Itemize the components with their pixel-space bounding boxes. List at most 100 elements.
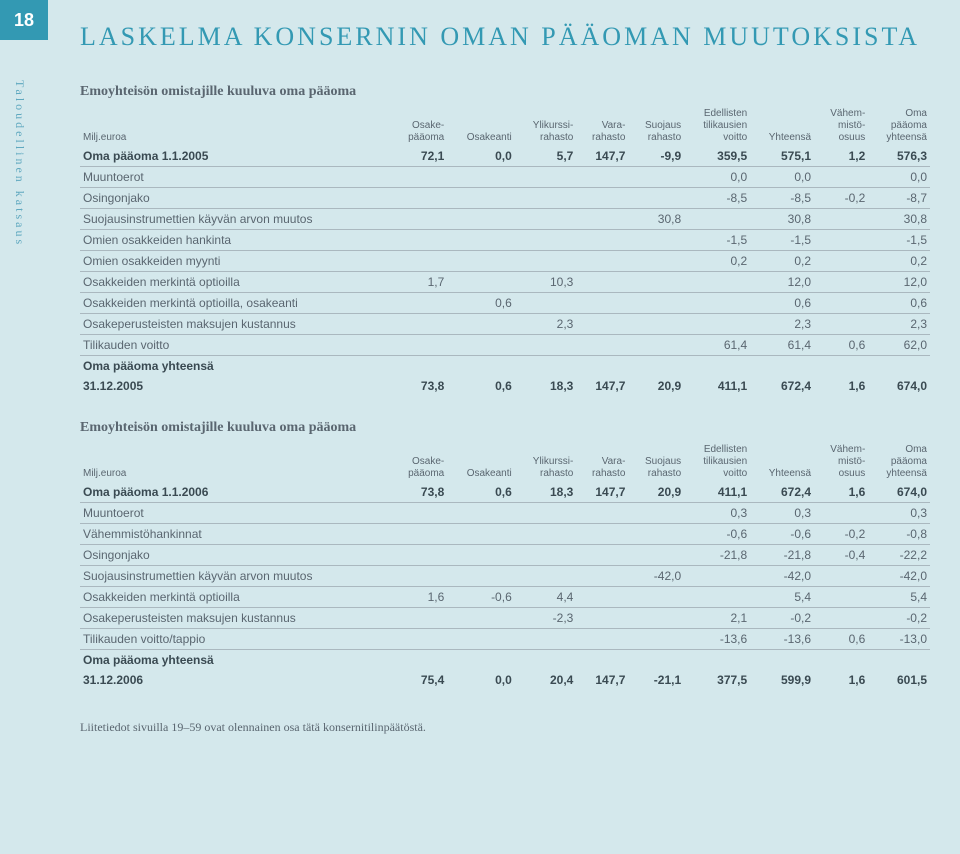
row-label: Osingonjako — [80, 544, 392, 565]
table-row: Tilikauden voitto61,461,40,662,0 — [80, 334, 930, 355]
row-label: Oma pääoma yhteensä — [80, 649, 392, 670]
cell-value: 75,4 — [392, 670, 448, 690]
table-row: Vähemmistöhankinnat-0,6-0,6-0,2-0,8 — [80, 523, 930, 544]
column-header: Suojausrahasto — [628, 106, 684, 146]
cell-value: -42,0 — [628, 565, 684, 586]
cell-value: -21,8 — [684, 544, 750, 565]
cell-value — [515, 292, 577, 313]
cell-value — [814, 586, 868, 607]
cell-value — [447, 334, 515, 355]
cell-value — [868, 649, 930, 670]
cell-value — [628, 292, 684, 313]
cell-value: 0,6 — [814, 628, 868, 649]
cell-value: -0,8 — [868, 523, 930, 544]
cell-value — [628, 502, 684, 523]
cell-value: 1,6 — [814, 482, 868, 503]
cell-value — [684, 313, 750, 334]
column-header: Ylikurssi-rahasto — [515, 442, 577, 482]
table-row: Osakkeiden merkintä optioilla1,710,312,0… — [80, 271, 930, 292]
cell-value: 576,3 — [868, 146, 930, 167]
column-header: Osakeanti — [447, 442, 515, 482]
cell-value: 147,7 — [576, 376, 628, 396]
cell-value — [515, 229, 577, 250]
cell-value: 0,0 — [750, 166, 814, 187]
cell-value: 0,6 — [447, 376, 515, 396]
cell-value: 0,0 — [684, 166, 750, 187]
cell-value — [447, 544, 515, 565]
table2-title: Emoyhteisön omistajille kuuluva oma pääo… — [80, 420, 930, 436]
cell-value — [684, 292, 750, 313]
cell-value — [628, 544, 684, 565]
cell-value — [392, 334, 448, 355]
cell-value — [628, 523, 684, 544]
cell-value — [814, 292, 868, 313]
equity-table-2005: Milj.euroaOsake-pääomaOsakeantiYlikurssi… — [80, 106, 930, 396]
cell-value — [576, 166, 628, 187]
cell-value: 0,2 — [750, 250, 814, 271]
equity-table-2006: Milj.euroaOsake-pääomaOsakeantiYlikurssi… — [80, 442, 930, 690]
cell-value: 2,3 — [515, 313, 577, 334]
cell-value — [447, 565, 515, 586]
table-row: Oma pääoma 1.1.200673,80,618,3147,720,94… — [80, 482, 930, 503]
cell-value — [628, 229, 684, 250]
cell-value: 5,4 — [750, 586, 814, 607]
row-label: Osakkeiden merkintä optioilla, osakeanti — [80, 292, 392, 313]
column-header: Vähem-mistö-osuus — [814, 106, 868, 146]
cell-value: 411,1 — [684, 376, 750, 396]
cell-value: 1,6 — [814, 376, 868, 396]
cell-value: 18,3 — [515, 376, 577, 396]
column-header: Osakeanti — [447, 106, 515, 146]
cell-value: -0,6 — [750, 523, 814, 544]
cell-value: 0,3 — [750, 502, 814, 523]
cell-value — [392, 313, 448, 334]
cell-value: 12,0 — [868, 271, 930, 292]
table-row: Oma pääoma yhteensä — [80, 355, 930, 376]
cell-value: 0,2 — [868, 250, 930, 271]
cell-value: 147,7 — [576, 482, 628, 503]
cell-value — [814, 271, 868, 292]
cell-value — [515, 334, 577, 355]
row-label: 31.12.2005 — [80, 376, 392, 396]
cell-value — [576, 523, 628, 544]
cell-value — [814, 250, 868, 271]
cell-value — [576, 502, 628, 523]
cell-value — [392, 649, 448, 670]
cell-value: 0,0 — [447, 146, 515, 167]
cell-value — [628, 649, 684, 670]
cell-value — [447, 166, 515, 187]
cell-value: 601,5 — [868, 670, 930, 690]
cell-value: 1,2 — [814, 146, 868, 167]
cell-value: 12,0 — [750, 271, 814, 292]
table-row: Osakeperusteisten maksujen kustannus2,32… — [80, 313, 930, 334]
cell-value — [576, 628, 628, 649]
column-header: Vähem-mistö-osuus — [814, 442, 868, 482]
column-header: Omapääomayhteensä — [868, 106, 930, 146]
cell-value: 672,4 — [750, 482, 814, 503]
cell-value — [750, 355, 814, 376]
cell-value — [515, 355, 577, 376]
cell-value — [684, 208, 750, 229]
cell-value — [628, 355, 684, 376]
cell-value — [684, 271, 750, 292]
cell-value: 30,8 — [750, 208, 814, 229]
cell-value: 411,1 — [684, 482, 750, 503]
cell-value — [868, 355, 930, 376]
cell-value: 359,5 — [684, 146, 750, 167]
table-row: Osingonjako-8,5-8,5-0,2-8,7 — [80, 187, 930, 208]
table-row: Oma pääoma yhteensä — [80, 649, 930, 670]
cell-value — [392, 250, 448, 271]
row-label: Omien osakkeiden hankinta — [80, 229, 392, 250]
cell-value — [628, 586, 684, 607]
cell-value: -8,5 — [684, 187, 750, 208]
cell-value — [750, 649, 814, 670]
cell-value: -0,6 — [684, 523, 750, 544]
cell-value: 2,3 — [750, 313, 814, 334]
cell-value — [628, 313, 684, 334]
cell-value: 73,8 — [392, 482, 448, 503]
table-row: 31.12.200573,80,618,3147,720,9411,1672,4… — [80, 376, 930, 396]
cell-value — [447, 313, 515, 334]
cell-value — [684, 649, 750, 670]
column-header: Osake-pääoma — [392, 106, 448, 146]
cell-value: 0,3 — [684, 502, 750, 523]
cell-value: -22,2 — [868, 544, 930, 565]
